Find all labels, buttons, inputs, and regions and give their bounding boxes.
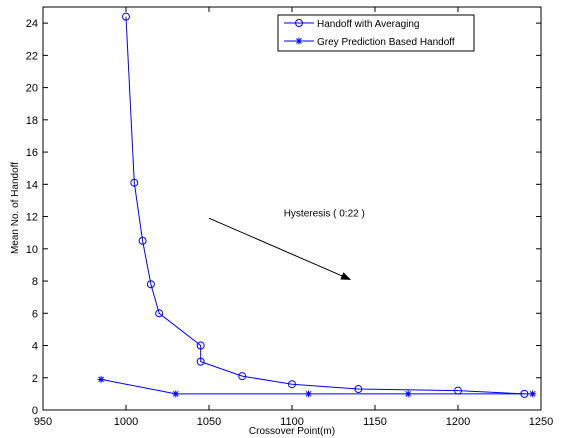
data-point-series-1 [130, 178, 139, 187]
y-tick-label: 18 [26, 115, 38, 127]
y-tick-label: 8 [32, 276, 38, 288]
x-tick-label: 1050 [197, 416, 221, 428]
y-tick-label: 14 [26, 179, 38, 191]
x-tick-label: 1250 [529, 416, 553, 428]
x-axis-label: Crossover Point(m) [249, 426, 335, 437]
data-point-series-1 [138, 236, 147, 245]
x-axis: 950 1000 1050 1100 1150 1200 1250 [34, 7, 553, 428]
y-tick-label: 20 [26, 83, 38, 95]
data-point-series-1 [288, 380, 296, 389]
y-tick-label: 6 [32, 308, 38, 320]
x-tick-label: 1000 [114, 416, 138, 428]
plot-area [42, 6, 542, 411]
data-point-series-1 [155, 309, 164, 318]
x-tick-label: 1200 [446, 416, 470, 428]
y-tick-label: 16 [26, 147, 38, 159]
data-point-series-1 [122, 12, 130, 21]
x-tick-label: 1150 [363, 416, 387, 428]
data-point-series-2 [305, 390, 313, 398]
y-tick-label: 24 [26, 18, 38, 30]
legend-label-series-2: Grey Prediction Based Handoff [317, 37, 455, 48]
hysteresis-arrow [208, 217, 352, 280]
star-marker-icon [295, 37, 303, 45]
legend: Handoff with Averaging Grey Prediction B… [277, 14, 475, 52]
data-point-series-2 [97, 375, 105, 383]
y-tick-label: 0 [32, 405, 38, 417]
data-point-series-2 [404, 390, 412, 398]
legend-box [277, 14, 475, 52]
data-point-series-2 [172, 390, 180, 398]
legend-label-series-1: Handoff with Averaging [317, 19, 419, 30]
series-line-1 [125, 16, 525, 395]
data-point-series-1 [354, 385, 363, 394]
series-layer [97, 12, 537, 398]
y-axis-label: Mean No. of Handoff [10, 162, 21, 254]
x-tick-label: 950 [34, 416, 52, 428]
x-tick-label: 1100 [280, 416, 304, 428]
data-point-series-1 [146, 280, 155, 289]
data-point-series-2 [529, 390, 537, 398]
y-tick-label: 10 [26, 244, 38, 256]
legend-marker-series-2 [295, 37, 303, 45]
annotation-layer: Hysteresis ( 0:22 ) [208, 209, 365, 280]
hysteresis-annotation: Hysteresis ( 0:22 ) [284, 209, 365, 220]
data-point-series-1 [238, 372, 247, 381]
y-tick-label: 2 [32, 373, 38, 385]
y-tick-label: 12 [26, 212, 38, 224]
data-point-series-1 [196, 341, 205, 350]
y-tick-label: 22 [26, 50, 38, 62]
data-point-series-1 [196, 357, 205, 366]
legend-marker-series-1 [295, 19, 303, 27]
y-tick-label: 4 [32, 341, 38, 353]
